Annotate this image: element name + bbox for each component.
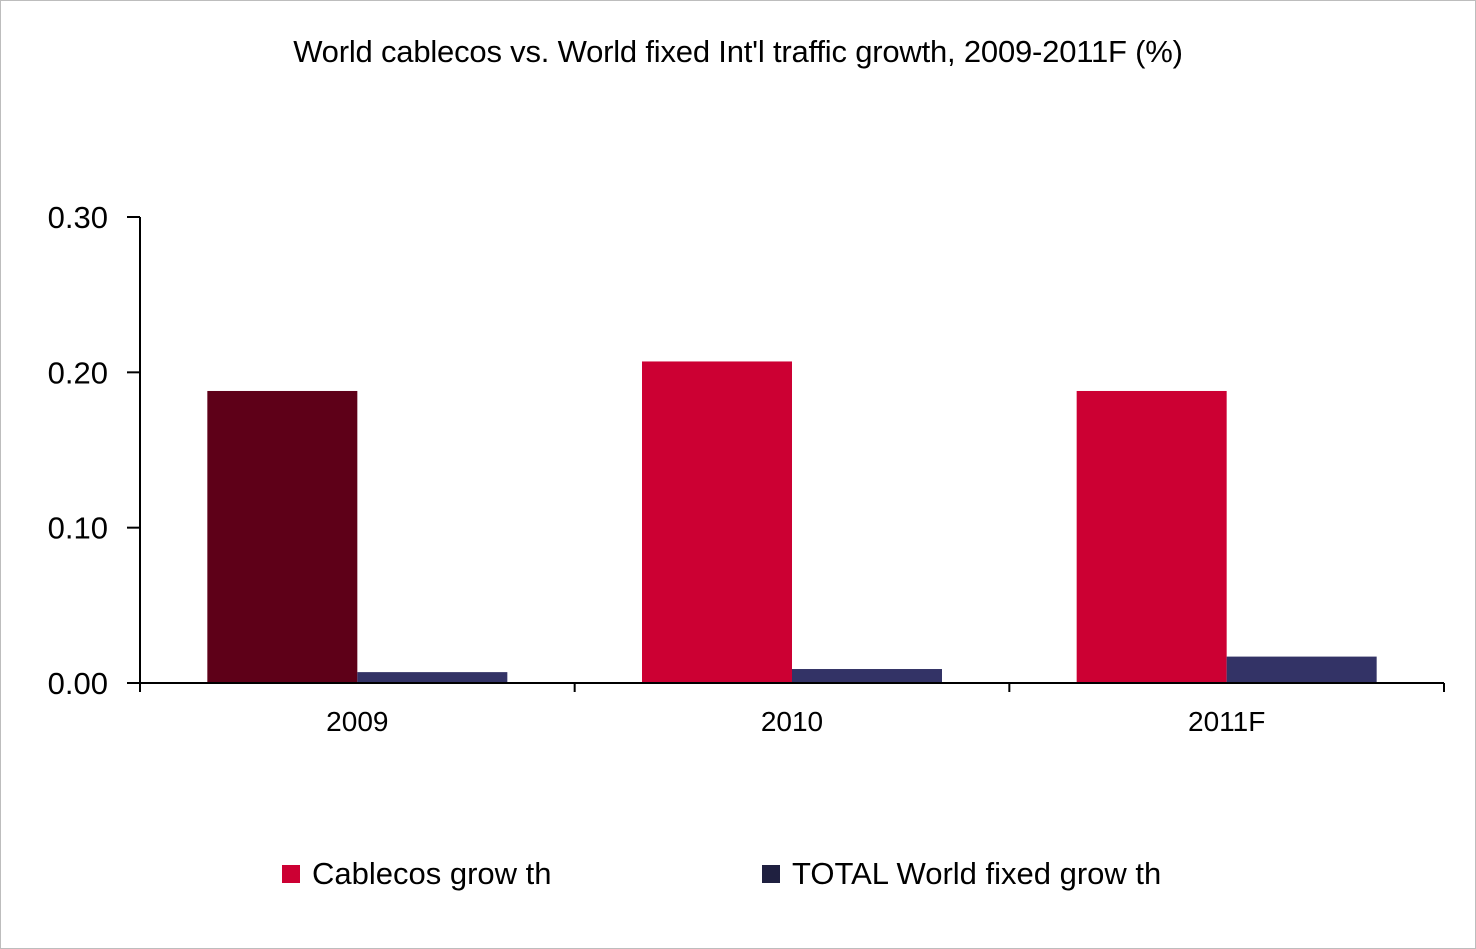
legend-item-total-world: TOTAL World fixed grow th [762,856,1161,892]
x-tick-label: 2011F [1188,706,1265,737]
bar-s1-2010 [792,669,942,683]
legend-item-cablecos: Cablecos grow th [282,856,552,892]
y-tick-label: 0.20 [48,355,108,390]
bar-s0-2009 [207,390,358,683]
y-tick-label: 0.10 [48,511,108,546]
legend-swatch-total-world [762,865,780,883]
bar-s1-2011f [1226,656,1377,683]
chart-title: World cablecos vs. World fixed Int'l tra… [293,34,1183,69]
bar-s0-2011f [1076,390,1227,683]
x-tick-label: 2009 [326,706,388,737]
legend-label-total-world: TOTAL World fixed grow th [792,856,1162,891]
y-tick-label: 0.30 [48,200,108,235]
y-tick-label: 0.00 [48,666,108,701]
chart-legend: Cablecos grow th TOTAL World fixed grow … [0,856,1476,896]
x-tick-label: 2010 [761,706,823,737]
legend-label-cablecos: Cablecos grow th [312,856,552,891]
legend-swatch-cablecos [282,865,300,883]
bar-s0-2010 [642,361,792,683]
bar-s1-2009 [357,672,508,683]
